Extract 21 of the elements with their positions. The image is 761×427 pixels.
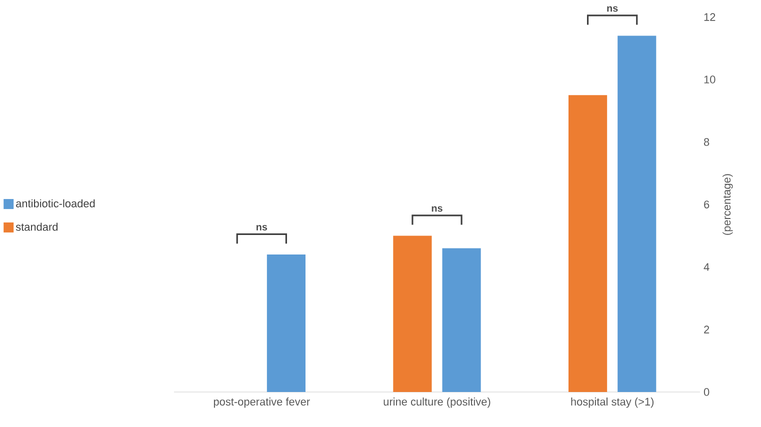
- bar: [442, 248, 481, 392]
- y-axis-title: (percentage): [722, 174, 733, 235]
- y-tick-label: 2: [704, 326, 710, 334]
- annotation: ns: [432, 206, 442, 212]
- bar: [568, 95, 608, 392]
- y-tick-label: 8: [704, 138, 710, 146]
- bar: [393, 236, 432, 392]
- y-tick-label: 12: [704, 13, 716, 21]
- x-tick-label: post-operative fever: [214, 398, 310, 408]
- legend-label: antibiotic-loaded: [16, 199, 95, 208]
- y-tick-label: 10: [704, 76, 716, 84]
- y-tick-label: 0: [704, 388, 710, 396]
- annotation: ns: [256, 225, 268, 230]
- text: ns: [607, 6, 618, 12]
- x-tick-label: hospital stay (>1): [571, 398, 654, 408]
- x-tick-label: urine culture (positive): [384, 398, 490, 408]
- y-tick-label: 6: [704, 200, 710, 208]
- bar: [266, 254, 306, 392]
- y-tick-label: 4: [704, 263, 710, 271]
- bar: [618, 36, 656, 392]
- legend-label: standard: [16, 222, 58, 231]
